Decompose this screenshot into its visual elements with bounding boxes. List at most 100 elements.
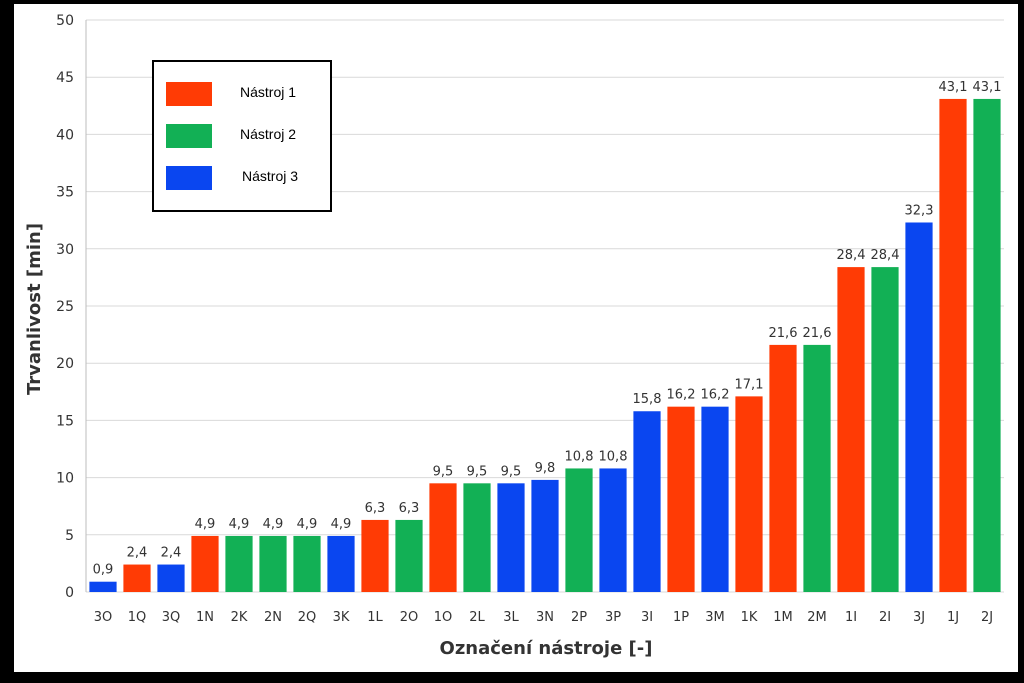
x-tick-label-3N: 3N xyxy=(536,610,554,625)
data-label-3O: 0,9 xyxy=(93,563,114,578)
bar-2Q xyxy=(293,535,321,592)
x-tick-label-1J: 1J xyxy=(947,610,959,625)
bar-3O xyxy=(89,581,117,592)
y-tick-label: 40 xyxy=(56,127,74,143)
y-tick-label: 45 xyxy=(56,70,74,86)
bar-2K xyxy=(225,535,253,592)
y-axis-ticks: 0 5 10 15 20 25 30 35 40 45 50 xyxy=(56,13,74,601)
x-tick-label-3Q: 3Q xyxy=(162,610,181,625)
data-label-3P: 10,8 xyxy=(599,449,628,464)
data-label-1J: 43,1 xyxy=(939,80,968,95)
legend-label-nastroj-1: Nástroj 1 xyxy=(240,84,297,100)
data-label-2J: 43,1 xyxy=(973,80,1002,95)
grid xyxy=(85,19,1004,593)
data-label-1M: 21,6 xyxy=(769,326,798,341)
bar-1K xyxy=(735,396,763,592)
y-tick-label: 5 xyxy=(65,528,74,544)
x-tick-label-1M: 1M xyxy=(773,610,793,625)
bar-2J xyxy=(973,98,1001,592)
y-tick-label: 20 xyxy=(56,356,74,372)
data-label-1O: 9,5 xyxy=(433,464,454,479)
x-tick-label-1K: 1K xyxy=(741,610,758,625)
x-tick-label-1N: 1N xyxy=(196,610,214,625)
y-tick-label: 30 xyxy=(56,242,74,258)
x-tick-label-1Q: 1Q xyxy=(128,610,147,625)
x-tick-label-3M: 3M xyxy=(705,610,725,625)
data-label-2Q: 4,9 xyxy=(297,517,318,532)
x-tick-label-2M: 2M xyxy=(807,610,827,625)
bar-3M xyxy=(701,406,729,592)
bar-chart: 0 5 10 15 20 25 30 35 40 45 50 0,9 2,4 2,4 4,9 4,9 4,9 4… xyxy=(24,13,1004,659)
legend-swatch-nastroj-3 xyxy=(166,166,212,190)
bar-1N xyxy=(191,535,219,592)
data-label-1N: 4,9 xyxy=(195,517,216,532)
data-label-2O: 6,3 xyxy=(399,501,420,516)
x-tick-label-2N: 2N xyxy=(264,610,282,625)
bar-3P xyxy=(599,468,627,592)
y-tick-label: 50 xyxy=(56,13,74,29)
bar-2M xyxy=(803,344,831,592)
x-tick-label-3L: 3L xyxy=(503,610,519,625)
bar-3K xyxy=(327,535,355,592)
x-tick-label-2I: 2I xyxy=(879,610,891,625)
legend-label-nastroj-2: Nástroj 2 xyxy=(240,126,297,142)
bar-3Q xyxy=(157,564,185,592)
y-tick-label: 35 xyxy=(56,185,74,201)
bar-2O xyxy=(395,519,423,592)
x-tick-label-2O: 2O xyxy=(400,610,419,625)
x-tick-label-1O: 1O xyxy=(434,610,453,625)
data-label-3I: 15,8 xyxy=(633,392,662,407)
data-label-2M: 21,6 xyxy=(803,326,832,341)
y-axis-title: Trvanlivost [min] xyxy=(24,223,45,395)
bar-1L xyxy=(361,519,389,592)
data-label-3Q: 2,4 xyxy=(161,546,182,561)
bar-2P xyxy=(565,468,593,592)
data-label-3J: 32,3 xyxy=(905,203,934,218)
bar-3L xyxy=(497,483,525,592)
x-tick-label-2J: 2J xyxy=(981,610,993,625)
legend-swatch-nastroj-2 xyxy=(166,124,212,148)
legend: Nástroj 1 Nástroj 2 Nástroj 3 xyxy=(152,60,332,212)
x-tick-label-3I: 3I xyxy=(641,610,653,625)
x-tick-label-1L: 1L xyxy=(367,610,383,625)
chart-frame: 0 5 10 15 20 25 30 35 40 45 50 0,9 2,4 2,4 4,9 4,9 4,9 4… xyxy=(14,4,1018,672)
data-label-2L: 9,5 xyxy=(467,464,488,479)
data-label-3N: 9,8 xyxy=(535,461,556,476)
x-tick-label-3J: 3J xyxy=(913,610,925,625)
legend-item-nastroj-1: Nástroj 1 xyxy=(166,82,326,106)
bar-2N xyxy=(259,535,287,592)
bar-2L xyxy=(463,483,491,592)
x-tick-label-2P: 2P xyxy=(571,610,587,625)
data-label-1L: 6,3 xyxy=(365,501,386,516)
x-tick-label-1P: 1P xyxy=(673,610,689,625)
bar-3N xyxy=(531,479,559,592)
x-tick-label-2Q: 2Q xyxy=(298,610,317,625)
y-tick-label: 15 xyxy=(56,413,74,429)
x-axis-title: Označení nástroje [-] xyxy=(440,638,653,659)
x-axis-ticks: 3O 1Q 3Q 1N 2K 2N 2Q 3K 1L 2O 1O 2L 3L 3N 2P 3P 3I 1P 3M 1K… xyxy=(94,610,993,625)
bar-1M xyxy=(769,344,797,592)
x-tick-label-3O: 3O xyxy=(94,610,113,625)
data-label-3L: 9,5 xyxy=(501,464,522,479)
legend-item-nastroj-2: Nástroj 2 xyxy=(166,124,326,148)
x-tick-label-1I: 1I xyxy=(845,610,857,625)
data-label-1K: 17,1 xyxy=(735,377,764,392)
x-tick-label-3P: 3P xyxy=(605,610,621,625)
x-tick-label-2K: 2K xyxy=(231,610,248,625)
data-label-1P: 16,2 xyxy=(667,388,696,403)
data-labels: 0,9 2,4 2,4 4,9 4,9 4,9 4,9 4,9 6,3 6,3 9,5 9,5 9,5 9… xyxy=(93,80,1002,578)
x-tick-label-2L: 2L xyxy=(469,610,485,625)
data-label-2K: 4,9 xyxy=(229,517,250,532)
legend-swatch-nastroj-1 xyxy=(166,82,212,106)
bar-3J xyxy=(905,222,933,592)
x-tick-label-3K: 3K xyxy=(333,610,350,625)
data-label-3K: 4,9 xyxy=(331,517,352,532)
data-label-2I: 28,4 xyxy=(871,248,900,263)
bar-3I xyxy=(633,411,661,592)
y-tick-label: 0 xyxy=(65,585,74,601)
bar-1J xyxy=(939,98,967,592)
bar-2I xyxy=(871,267,899,592)
legend-item-nastroj-3: Nástroj 3 xyxy=(166,166,326,190)
bar-1Q xyxy=(123,564,151,592)
data-label-2N: 4,9 xyxy=(263,517,284,532)
